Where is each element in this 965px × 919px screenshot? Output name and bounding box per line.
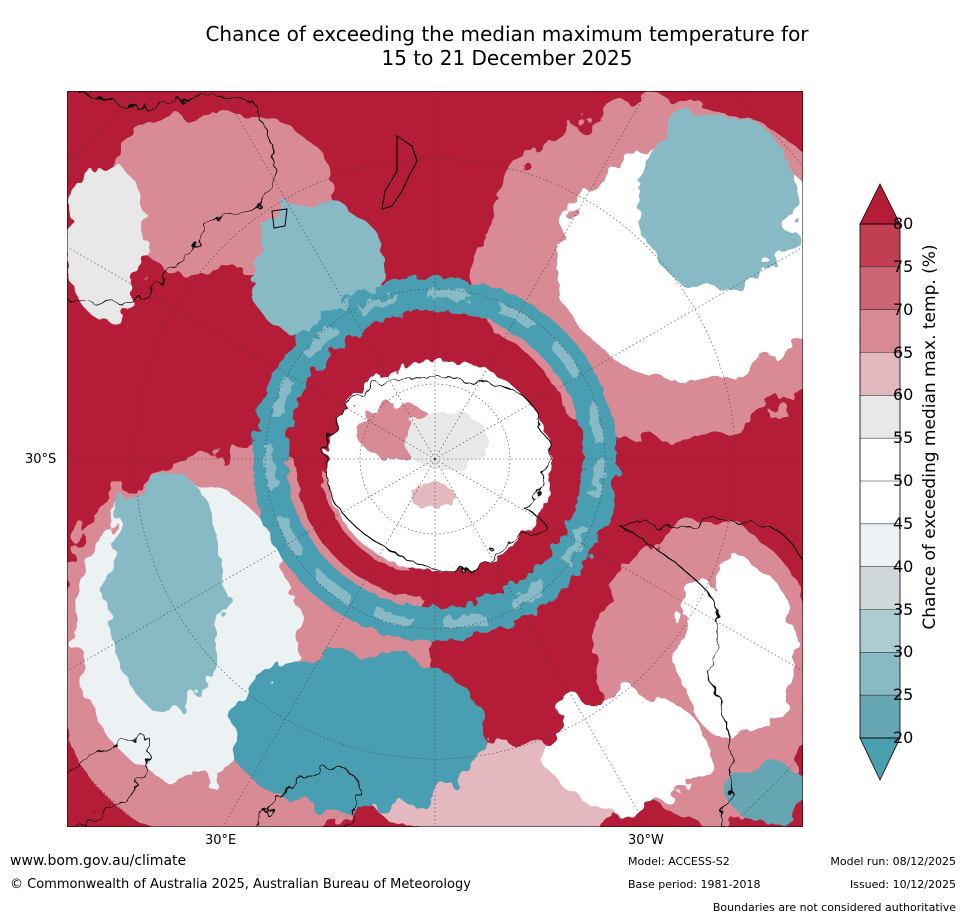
colorbar-tick-label: 80 xyxy=(893,214,914,233)
antarctica-grey-patch xyxy=(405,411,489,471)
map-title-line1: Chance of exceeding the median maximum t… xyxy=(205,22,809,46)
meridian-60w xyxy=(434,458,803,672)
colorbar-tick-label: 25 xyxy=(893,685,914,705)
longitude-label-30w: 30°W xyxy=(628,833,664,848)
colorbar-outline xyxy=(859,223,901,739)
colorbar-tick-label: 60 xyxy=(893,385,914,405)
colorbar-tick-label: 65 xyxy=(893,342,914,362)
colorbar-band xyxy=(860,352,900,396)
graticule-80s xyxy=(359,383,511,535)
meridian-30e xyxy=(222,458,436,827)
colorbar-band xyxy=(860,224,900,268)
footer-model-run: Model run: 08/12/2025 xyxy=(830,855,956,868)
colorbar-tick-label: 55 xyxy=(893,428,914,448)
meridian-120w xyxy=(434,246,803,460)
neutral-zone-south-atlantic xyxy=(547,691,707,811)
australia-coastline xyxy=(67,91,274,303)
meridian-150e xyxy=(222,91,436,460)
colorbar-band xyxy=(860,652,900,696)
footer-model: Model: ACCESS-S2 xyxy=(628,855,730,868)
colorbar-tick-label: 40 xyxy=(893,556,914,576)
footer-copyright: © Commonwealth of Australia 2025, Austra… xyxy=(10,877,471,892)
map-title-line2: 15 to 21 December 2025 xyxy=(381,46,633,70)
neutral-zone-south-america xyxy=(677,561,797,741)
cool-zone-south-atlantic xyxy=(727,761,803,821)
tasmania-coastline xyxy=(271,208,288,229)
cool-zone-indian-ocean xyxy=(107,471,227,711)
colorbar-tick-label: 30 xyxy=(893,642,914,662)
colorbar xyxy=(859,183,901,781)
meridian-120e xyxy=(67,246,436,460)
antarctica-warm-patch-small xyxy=(410,482,454,510)
colorbar-tick-label: 75 xyxy=(893,256,914,276)
colorbar-tick-label: 45 xyxy=(893,513,914,533)
meridian-150w xyxy=(434,91,648,460)
colorbar-band xyxy=(860,481,900,525)
colorbar-band xyxy=(860,266,900,311)
footer-disclaimer: Boundaries are not considered authoritat… xyxy=(712,901,956,914)
south-america-coastline xyxy=(615,519,803,827)
africa-coastline xyxy=(67,735,151,827)
colorbar-band xyxy=(860,609,900,653)
madagascar-region-coastline xyxy=(256,765,361,827)
footer-issued: Issued: 10/12/2025 xyxy=(849,878,956,891)
colorbar-band xyxy=(860,438,900,482)
map-svg xyxy=(67,91,803,827)
antarctica-coastline xyxy=(324,375,551,572)
colorbar-bands xyxy=(860,223,900,739)
footer-base-period: Base period: 1981-2018 xyxy=(628,878,761,891)
colorbar-tick-label: 50 xyxy=(893,471,914,490)
graticule xyxy=(67,91,803,827)
neutral-zone-indian-northwest xyxy=(67,161,147,321)
longitude-label-30e: 30°E xyxy=(205,833,237,848)
meridian-30w xyxy=(434,458,648,827)
colorbar-title: Chance of exceeding median max. temp. (%… xyxy=(920,244,940,630)
graticule-60s xyxy=(264,288,606,630)
cool-zone-southern-indian xyxy=(227,651,487,811)
map-frame xyxy=(67,91,803,827)
colorbar-band xyxy=(860,695,900,739)
new-zealand-coastline xyxy=(381,134,418,210)
colorbar-tick-label: 35 xyxy=(893,599,914,619)
footer-website: www.bom.gov.au/climate xyxy=(10,853,187,869)
cool-zone-southeast-pacific xyxy=(637,111,797,291)
colorbar-band xyxy=(860,395,900,439)
colorbar-tick-label: 20 xyxy=(893,728,914,747)
colorbar-band xyxy=(860,566,900,610)
colorbar-band xyxy=(860,523,900,568)
latitude-label-30s: 30°S xyxy=(25,452,57,467)
meridian-60e xyxy=(67,458,436,672)
colorbar-band xyxy=(860,309,900,353)
south-polar-map xyxy=(67,91,803,827)
colorbar-tick-label: 70 xyxy=(893,299,914,319)
